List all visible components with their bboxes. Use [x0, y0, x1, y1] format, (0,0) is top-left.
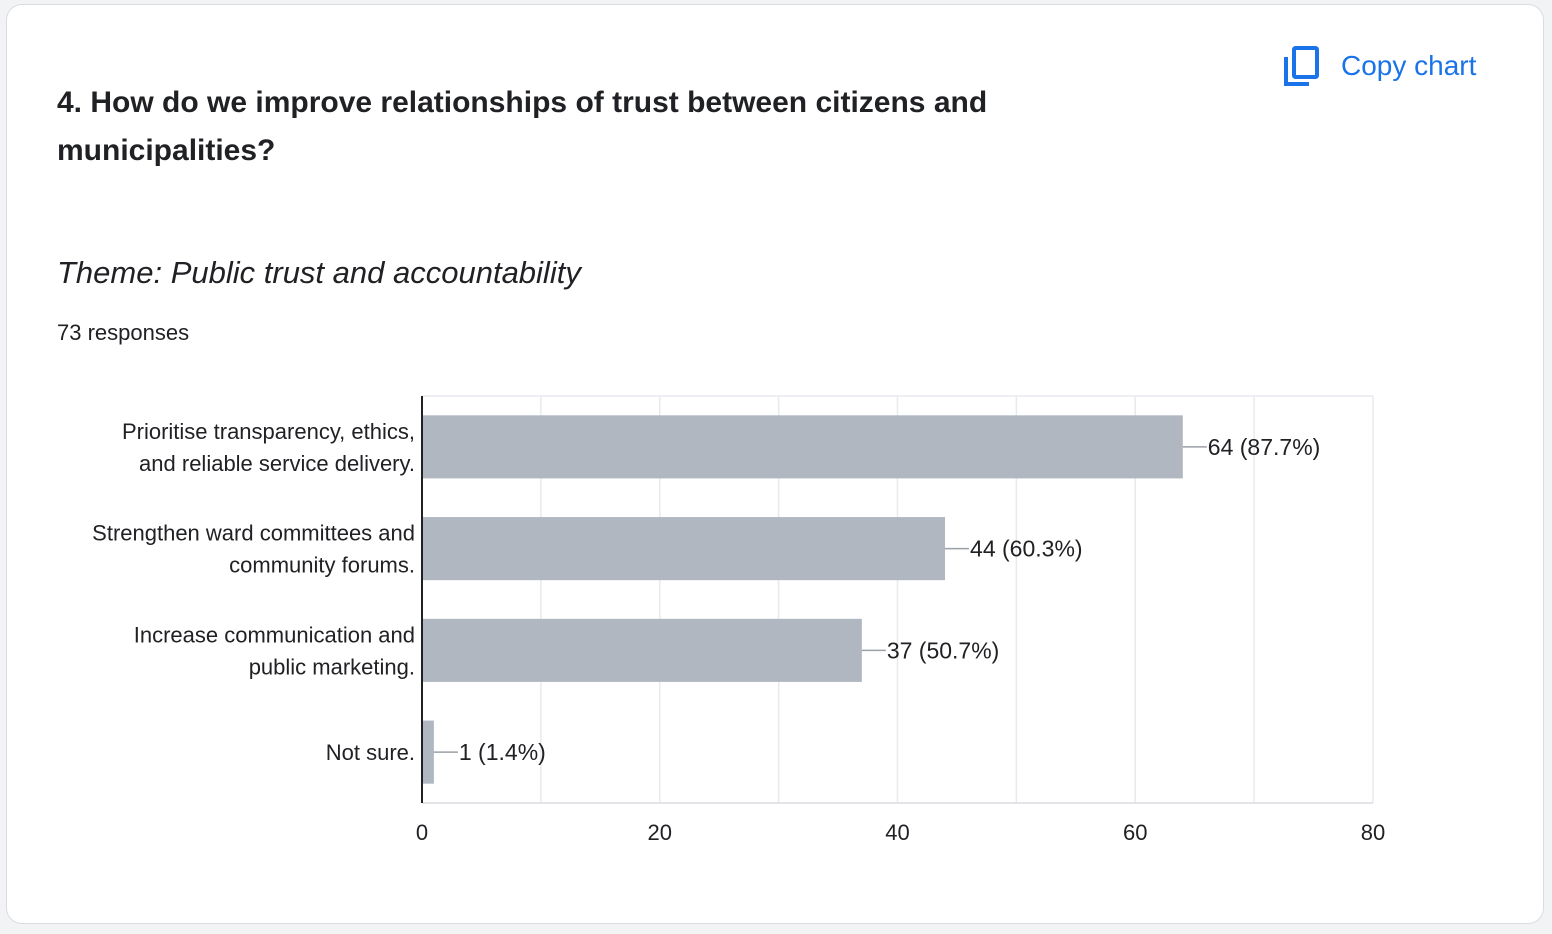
x-tick-label: 0 [416, 820, 428, 845]
response-count: 73 responses [57, 320, 190, 345]
bar [422, 415, 1183, 479]
data-label: 64 (87.7%) [1208, 434, 1321, 460]
category-label: Increase communication and public marketi… [134, 622, 415, 679]
chart-title: Theme: Public trust and accountability [57, 255, 581, 290]
data-label: 1 (1.4%) [459, 739, 546, 765]
x-tick-label: 80 [1361, 820, 1385, 845]
x-tick-label: 60 [1123, 820, 1147, 845]
category-label: Strengthen ward committees and community … [92, 521, 415, 578]
data-label: 37 (50.7%) [887, 637, 1000, 663]
copy-chart-button[interactable]: Copy chart [1275, 45, 1484, 87]
bar [422, 517, 946, 581]
category-label: Not sure. [326, 740, 415, 765]
copy-chart-label: Copy chart [1341, 50, 1477, 81]
bar [422, 720, 434, 784]
data-label: 44 (60.3%) [970, 536, 1083, 562]
question-title: 4. How do we improve relationships of tr… [57, 86, 988, 167]
copy-icon [1283, 45, 1321, 87]
bar [422, 618, 862, 682]
category-label: Prioritise transparency, ethics, and reli… [122, 419, 415, 476]
x-tick-label: 20 [648, 820, 672, 845]
x-tick-label: 40 [885, 820, 909, 845]
